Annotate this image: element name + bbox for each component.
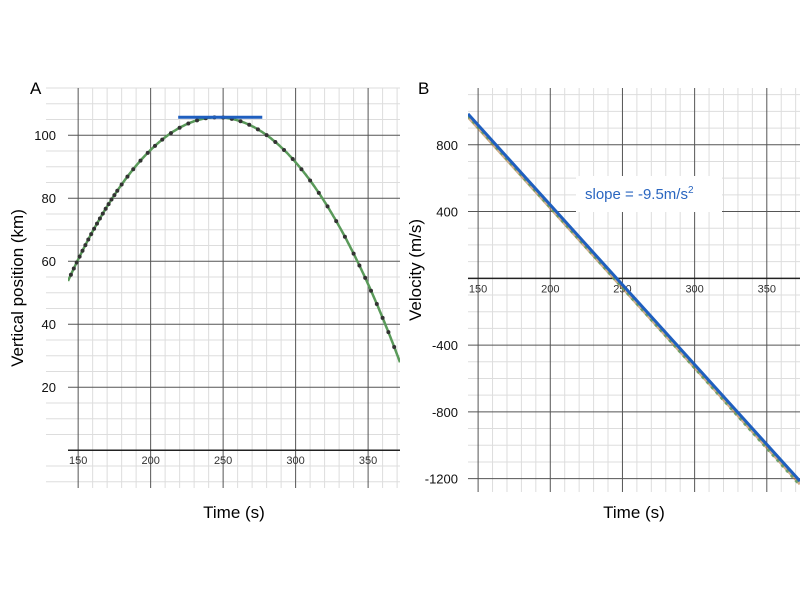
data-point: [86, 237, 91, 242]
data-point: [264, 133, 269, 138]
x-axis-label: Time (s): [203, 503, 265, 522]
data-point: [71, 266, 76, 271]
data-point: [74, 260, 79, 265]
data-point: [89, 232, 94, 237]
x-tick-label: 350: [359, 455, 377, 467]
y-tick-label: 100: [34, 128, 56, 143]
x-tick-label: 300: [685, 283, 703, 295]
y-axis-label: Vertical position (km): [8, 209, 27, 367]
y-axis-label: Velocity (m/s): [406, 219, 425, 321]
panel-A: 150 200 250 300 350 20 40 60 80 100 A Time (s) Verti…: [8, 79, 400, 522]
data-point: [357, 263, 362, 268]
data-point: [77, 254, 82, 259]
annotation-background: [576, 176, 722, 212]
data-point: [247, 122, 252, 127]
panel-label: B: [418, 79, 429, 98]
data-point: [369, 288, 374, 293]
data-point: [316, 190, 321, 195]
data-point: [131, 167, 136, 172]
x-tick-label: 150: [69, 455, 87, 467]
data-point: [380, 315, 385, 320]
y-tick-label: 60: [42, 254, 56, 269]
plot-area: [68, 115, 400, 363]
y-tick-label: 40: [42, 317, 56, 332]
x-tick-label: 250: [214, 455, 232, 467]
data-line-underlay: [468, 114, 800, 487]
data-point: [80, 248, 85, 253]
data-point: [152, 143, 157, 148]
data-point: [125, 174, 130, 179]
y-tick-label: -800: [432, 405, 458, 420]
data-point: [238, 119, 243, 124]
x-tick-label: 200: [141, 455, 159, 467]
y-tick-label: 400: [436, 205, 458, 220]
data-point: [325, 204, 330, 209]
data-point: [138, 158, 143, 163]
data-point: [351, 251, 356, 256]
data-point: [115, 188, 120, 193]
slope-annotation: slope = -9.5m/s2: [585, 185, 694, 203]
data-point: [83, 243, 88, 248]
data-point: [112, 193, 117, 198]
data-point: [299, 167, 304, 172]
fit-curve: [68, 116, 400, 363]
data-point: [273, 139, 278, 144]
data-point: [363, 275, 368, 280]
data-point: [97, 216, 102, 221]
x-tick-label: 150: [469, 283, 487, 295]
data-point: [119, 182, 124, 187]
panel-label: A: [30, 79, 42, 98]
fit-line: [468, 112, 800, 483]
y-tick-label: 80: [42, 191, 56, 206]
data-point: [334, 219, 339, 224]
data-point: [68, 272, 73, 277]
x-axis-label: Time (s): [603, 503, 665, 522]
data-point: [100, 211, 105, 216]
data-point: [160, 137, 165, 142]
data-point: [92, 226, 97, 231]
data-point: [386, 330, 391, 335]
data-point: [255, 127, 260, 132]
data-point: [94, 221, 99, 226]
data-point: [374, 302, 379, 307]
y-tick-label: -1200: [425, 472, 458, 487]
data-point: [342, 234, 347, 239]
y-tick-label: 20: [42, 380, 56, 395]
data-point: [308, 178, 313, 183]
data-point: [109, 197, 114, 202]
y-tick-label: 800: [436, 138, 458, 153]
plot-area: [468, 112, 800, 487]
data-point: [145, 150, 150, 155]
x-tick-label: 300: [286, 455, 304, 467]
data-point: [195, 118, 200, 123]
panel-B: 150200250300350800400-400-800-1200BTime …: [406, 79, 800, 522]
data-point: [103, 206, 108, 211]
x-tick-label: 200: [541, 283, 559, 295]
x-tick-label: 350: [758, 283, 776, 295]
data-point: [392, 344, 397, 349]
data-point: [177, 125, 182, 130]
data-point: [290, 157, 295, 162]
y-tick-label: -400: [432, 338, 458, 353]
data-point: [106, 202, 111, 207]
data-point: [168, 131, 173, 136]
data-point: [282, 147, 287, 152]
data-point: [186, 121, 191, 126]
